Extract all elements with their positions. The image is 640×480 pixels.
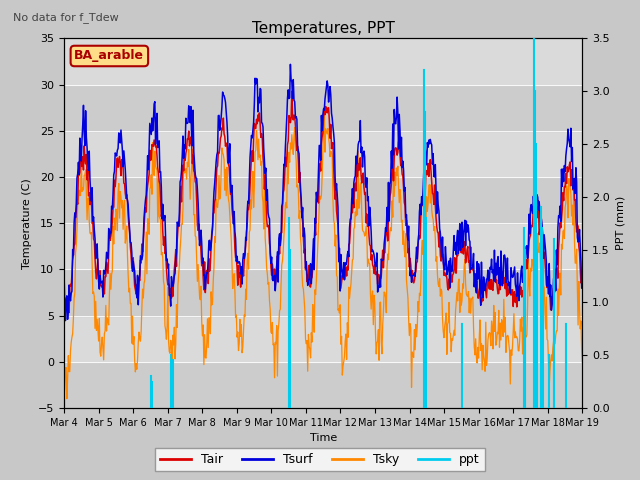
Bar (64, 84, 582, 131)
Text: BA_arable: BA_arable (74, 49, 145, 62)
Y-axis label: PPT (mm): PPT (mm) (616, 196, 625, 251)
X-axis label: Time: Time (310, 433, 337, 443)
Bar (64, 131, 582, 177)
Bar (64, 38, 582, 84)
Bar (64, 362, 582, 408)
Bar (64, 223, 582, 269)
Title: Temperatures, PPT: Temperatures, PPT (252, 21, 395, 36)
Bar (64, 177, 582, 223)
Text: No data for f_Tdew: No data for f_Tdew (13, 12, 118, 23)
Legend: Tair, Tsurf, Tsky, ppt: Tair, Tsurf, Tsky, ppt (155, 448, 485, 471)
Y-axis label: Temperature (C): Temperature (C) (22, 178, 33, 269)
Bar (64, 316, 582, 362)
Bar (64, 269, 582, 316)
